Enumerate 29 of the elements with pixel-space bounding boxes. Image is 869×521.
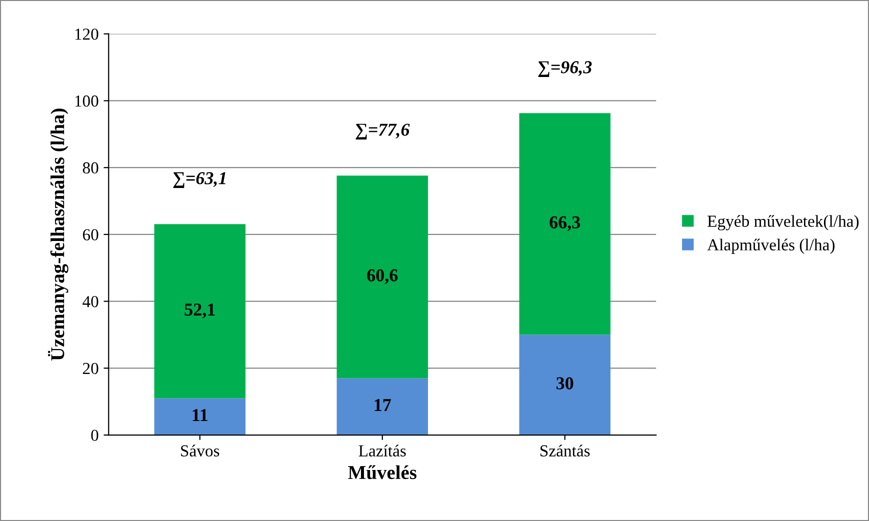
bar	[336, 378, 428, 436]
legend-label: Egyéb műveletek(l/ha)	[708, 215, 859, 230]
bar	[519, 334, 610, 436]
bar	[154, 398, 246, 436]
y-tick-label: 40	[82, 296, 98, 308]
bar	[336, 176, 428, 378]
total-label: ∑=63,1	[173, 172, 226, 188]
data-label: 52,1	[184, 304, 215, 318]
data-label: 30	[556, 377, 574, 390]
y-axis-title: Üzemanyag-felhasználás (l/ha)	[48, 108, 68, 361]
data-label: 11	[192, 409, 208, 421]
x-tick-label: Szántás	[540, 444, 590, 456]
y-tick-label: 20	[82, 362, 98, 374]
legend-label: Alapművelés (l/ha)	[707, 238, 835, 254]
bar	[154, 224, 246, 398]
bar	[519, 113, 610, 335]
y-tick-label: 120	[75, 28, 98, 40]
data-label: 60,6	[367, 269, 398, 284]
y-tick-label: 100	[75, 95, 98, 107]
total-label: ∑=96,3	[538, 61, 592, 77]
data-label: 17	[374, 399, 391, 411]
x-tick-label: Lazítás	[358, 444, 406, 456]
y-tick-label: 0	[91, 430, 98, 441]
x-axis-title: Művelés	[348, 465, 416, 480]
y-tick-label: 60	[82, 229, 98, 240]
y-tick-label: 80	[82, 162, 98, 174]
data-label: 66,3	[550, 216, 580, 232]
x-tick-label: Sávos	[181, 444, 220, 456]
total-label: ∑=77,6	[356, 124, 410, 140]
